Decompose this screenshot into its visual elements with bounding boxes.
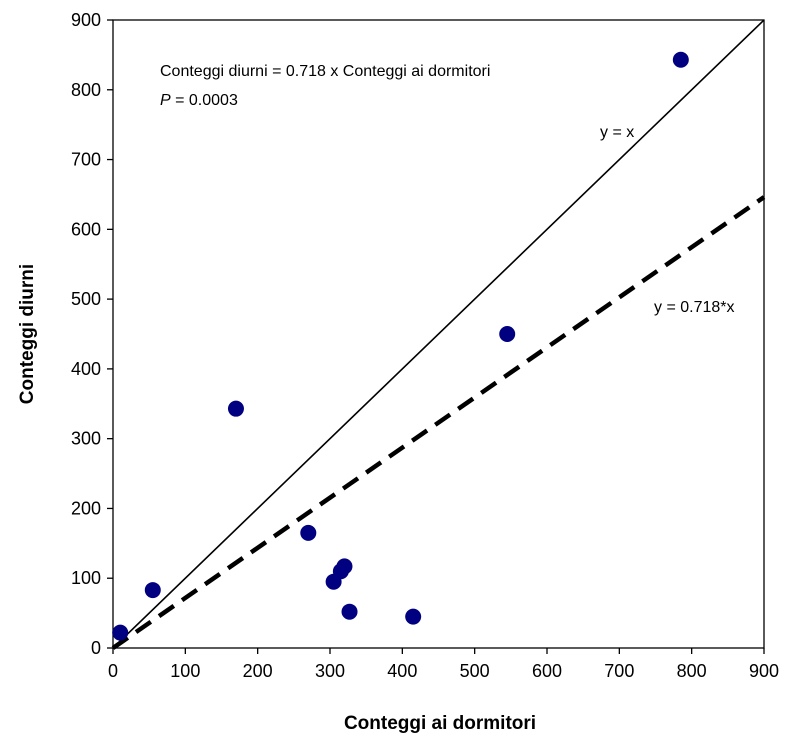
y-tick-label: 800 <box>71 80 101 100</box>
p-label: P <box>160 92 171 109</box>
p-value: = 0.0003 <box>171 92 238 109</box>
identity-line <box>112 19 765 649</box>
y-tick-label: 400 <box>71 359 101 379</box>
y-axis-title: Conteggi diurni <box>17 264 38 404</box>
y-tick-label: 300 <box>71 429 101 449</box>
y-tick-label: 200 <box>71 498 101 518</box>
equation-annotation: Conteggi diurni = 0.718 x Conteggi ai do… <box>160 63 490 80</box>
y-tick-label: 500 <box>71 289 101 309</box>
data-point <box>499 326 516 342</box>
plot-frame <box>112 19 765 649</box>
data-point <box>112 624 129 641</box>
y-tick-label: 100 <box>71 568 101 588</box>
x-tick-label: 500 <box>460 661 490 681</box>
line-label-fit: y = 0.718*x <box>654 299 735 316</box>
reference-lines <box>111 19 766 650</box>
x-tick-label: 600 <box>532 661 562 681</box>
data-point <box>341 603 358 620</box>
data-point <box>227 400 244 417</box>
axes: 0 100 200 300 400 500 600 700 800 900 0 100 200 300 40… <box>71 10 779 681</box>
data-points <box>112 51 689 641</box>
y-tick-label: 700 <box>71 150 101 170</box>
p-value-annotation: P = 0.0003 <box>160 92 238 109</box>
y-tick-label: 900 <box>71 10 101 30</box>
x-tick-label: 800 <box>677 661 707 681</box>
line-label-identity: y = x <box>600 124 634 141</box>
x-tick-label: 300 <box>315 661 345 681</box>
x-tick-label: 0 <box>108 661 118 681</box>
x-axis-title: Conteggi ai dormitori <box>344 713 536 734</box>
data-point <box>300 524 317 541</box>
x-tick-label: 100 <box>170 661 200 681</box>
x-tick-label: 400 <box>387 661 417 681</box>
y-tick-label: 600 <box>71 219 101 239</box>
y-tick-label: 0 <box>91 638 101 658</box>
x-tick-label: 200 <box>243 661 273 681</box>
x-tick-label: 700 <box>604 661 634 681</box>
data-point <box>405 608 422 625</box>
data-point <box>336 558 353 575</box>
x-tick-label: 900 <box>749 661 779 681</box>
data-point <box>144 582 161 599</box>
fit-line <box>111 195 766 650</box>
data-point <box>672 51 689 68</box>
